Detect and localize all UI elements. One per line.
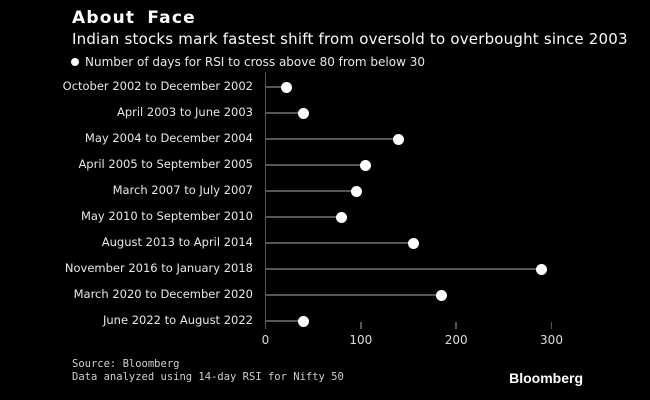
source-line: Data analyzed using 14-day RSI for Nifty… — [72, 371, 344, 383]
data-point-dot — [298, 107, 310, 119]
category-label: November 2016 to January 2018 — [64, 261, 253, 275]
data-point-dot — [298, 315, 310, 327]
chart-subtitle: Indian stocks mark fastest shift from ov… — [72, 30, 628, 48]
data-point-dot — [360, 159, 372, 171]
category-label: June 2022 to August 2022 — [103, 313, 253, 327]
category-label: March 2007 to July 2007 — [112, 183, 253, 197]
lollipop-stem — [265, 138, 399, 140]
lollipop-stem — [265, 190, 357, 192]
source-note: Source: Bloomberg Data analyzed using 14… — [72, 358, 344, 384]
category-label: May 2010 to September 2010 — [80, 209, 253, 223]
data-point-dot — [436, 289, 448, 301]
data-point-dot — [407, 237, 419, 249]
lollipop-stem — [265, 164, 366, 166]
x-tick-mark — [455, 322, 457, 329]
source-line: Source: Bloomberg — [72, 358, 180, 370]
category-label: April 2003 to June 2003 — [116, 105, 253, 119]
lollipop-stem — [265, 242, 414, 244]
category-label: August 2013 to April 2014 — [101, 235, 253, 249]
category-label: March 2020 to December 2020 — [73, 287, 253, 301]
bloomberg-logo: Bloomberg — [509, 370, 583, 386]
chart-title: About Face — [72, 8, 196, 28]
lollipop-stem — [265, 268, 542, 270]
lollipop-stem — [265, 216, 342, 218]
lollipop-stem — [265, 320, 304, 322]
data-point-dot — [280, 81, 292, 93]
legend: Number of days for RSI to cross above 80… — [71, 55, 425, 69]
x-tick-mark — [360, 322, 362, 329]
data-point-dot — [350, 185, 362, 197]
lollipop-stem — [265, 294, 442, 296]
category-label: April 2005 to September 2005 — [78, 157, 253, 171]
legend-label: Number of days for RSI to cross above 80… — [85, 55, 425, 69]
legend-dot-icon — [71, 58, 79, 66]
lollipop-stem — [265, 86, 287, 88]
x-axis-zero-line — [264, 72, 267, 329]
x-tick-label: 300 — [540, 333, 563, 347]
category-label: May 2004 to December 2004 — [84, 131, 253, 145]
data-point-dot — [536, 263, 548, 275]
lollipop-stem — [265, 112, 304, 114]
data-point-dot — [336, 211, 348, 223]
data-point-dot — [393, 133, 405, 145]
x-tick-label: 100 — [349, 333, 373, 347]
x-tick-label: 0 — [261, 333, 270, 347]
x-tick-mark — [550, 322, 553, 329]
category-label: October 2002 to December 2002 — [62, 79, 253, 93]
x-tick-label: 200 — [444, 333, 468, 347]
